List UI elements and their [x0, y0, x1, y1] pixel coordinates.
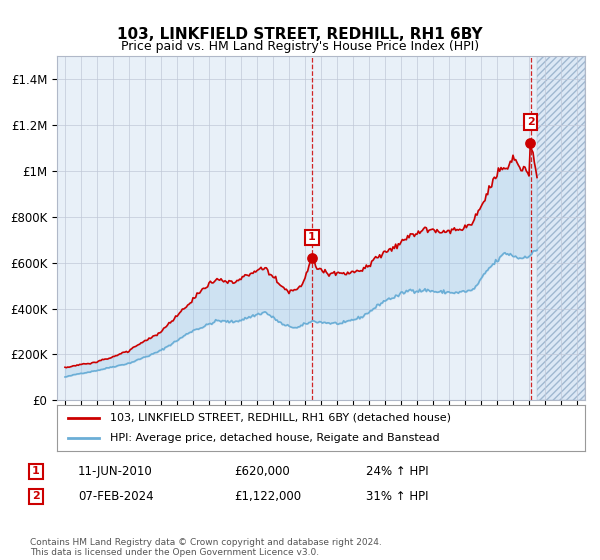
Text: 103, LINKFIELD STREET, REDHILL, RH1 6BY: 103, LINKFIELD STREET, REDHILL, RH1 6BY — [117, 27, 483, 42]
Text: 1: 1 — [308, 232, 316, 242]
Text: £1,122,000: £1,122,000 — [234, 490, 301, 503]
Text: 24% ↑ HPI: 24% ↑ HPI — [366, 465, 428, 478]
Text: Price paid vs. HM Land Registry's House Price Index (HPI): Price paid vs. HM Land Registry's House … — [121, 40, 479, 53]
Text: 103, LINKFIELD STREET, REDHILL, RH1 6BY (detached house): 103, LINKFIELD STREET, REDHILL, RH1 6BY … — [110, 413, 451, 423]
Text: 11-JUN-2010: 11-JUN-2010 — [78, 465, 153, 478]
Text: £620,000: £620,000 — [234, 465, 290, 478]
Bar — [537, 56, 585, 400]
Text: 31% ↑ HPI: 31% ↑ HPI — [366, 490, 428, 503]
Text: HPI: Average price, detached house, Reigate and Banstead: HPI: Average price, detached house, Reig… — [110, 433, 439, 443]
Text: 2: 2 — [527, 117, 535, 127]
Text: 2: 2 — [32, 491, 40, 501]
Text: 1: 1 — [32, 466, 40, 477]
Text: Contains HM Land Registry data © Crown copyright and database right 2024.
This d: Contains HM Land Registry data © Crown c… — [30, 538, 382, 557]
Point — [307, 254, 316, 263]
Bar — [537, 56, 585, 400]
Text: 07-FEB-2024: 07-FEB-2024 — [78, 490, 154, 503]
Point — [526, 138, 535, 147]
